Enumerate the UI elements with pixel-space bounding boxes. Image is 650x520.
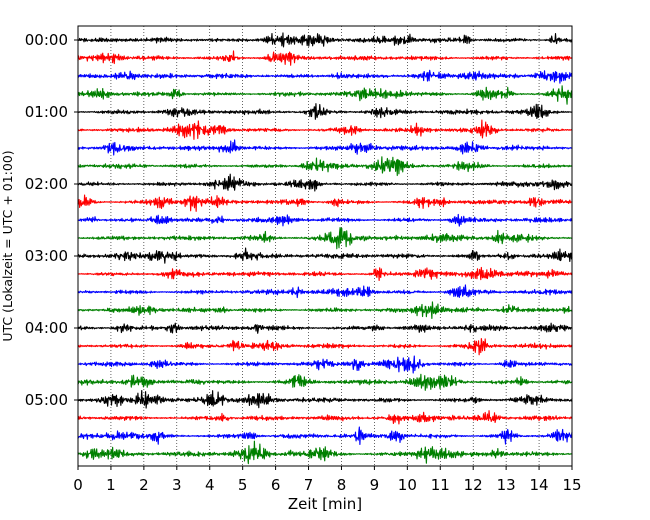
seismogram-trace [77,355,573,374]
seismogram-trace [77,284,573,299]
seismogram-trace [77,389,573,409]
seismogram-trace [77,173,573,192]
seismogram-trace [77,156,573,177]
x-tick-label: 4 [205,476,215,494]
y-tick-label: 00:00 [25,31,68,49]
x-axis-label: Zeit [min] [288,495,362,513]
seismogram-trace [77,32,573,48]
x-tick-label: 6 [271,476,281,494]
y-tick-label: 02:00 [25,175,68,193]
seismogram-trace [77,227,573,250]
seismogram-trace [77,247,573,264]
seismogram-trace [77,194,573,212]
seismogram-trace [77,119,573,140]
plot-frame [77,25,573,467]
y-tick-label: 04:00 [25,319,68,337]
y-tick-label: 05:00 [25,391,68,409]
seismogram-trace [77,322,573,334]
seismogram-trace [77,338,573,356]
seismogram-trace [77,373,573,391]
x-tick-label: 11 [431,476,450,494]
x-tick-label: 3 [172,476,182,494]
seismogram-trace [77,50,573,66]
x-tick-label: 7 [304,476,314,494]
x-tick-layer: 0 1 2 3 4 5 6 7 8 9 10 11 12 13 14 15 [73,466,582,494]
seismogram-trace [77,301,573,320]
grid-layer [110,26,540,466]
seismogram-trace [77,266,573,282]
seismogram-trace [77,440,573,465]
x-tick-label: 5 [238,476,248,494]
x-tick-label: 12 [464,476,483,494]
seismogram-trace [77,69,573,84]
y-tick-label: 01:00 [25,103,68,121]
y-tick-layer: 00:00 01:00 02:00 03:00 04:00 05:00 [25,31,78,409]
seismogram-trace [77,426,573,445]
x-tick-label: 15 [562,476,581,494]
seismogram-trace [77,85,573,105]
x-tick-label: 1 [106,476,116,494]
y-tick-label: 03:00 [25,247,68,265]
x-tick-label: 0 [73,476,83,494]
seismogram-trace [77,213,573,227]
x-tick-label: 8 [337,476,347,494]
seismogram-trace [77,410,573,425]
x-tick-label: 9 [370,476,380,494]
x-tick-label: 14 [530,476,549,494]
trace-layer [77,32,573,465]
seismogram-trace [77,139,573,156]
x-tick-label: 10 [398,476,417,494]
x-tick-label: 2 [139,476,149,494]
y-axis-label: UTC (Lokalzeit = UTC + 01:00) [0,150,15,341]
x-tick-label: 13 [497,476,516,494]
seismogram-trace [77,103,573,120]
